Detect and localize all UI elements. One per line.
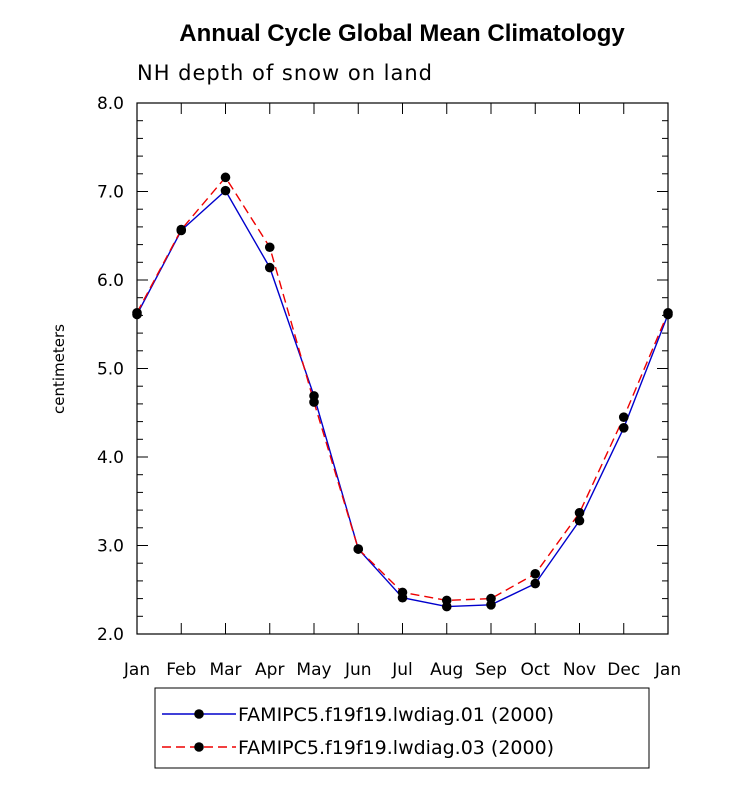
- legend-label-series-2: FAMIPC5.f19f19.lwdiag.03 (2000): [238, 737, 554, 759]
- x-tick-label: Jan: [654, 660, 681, 680]
- series-points: [132, 172, 673, 612]
- x-tick-label: May: [296, 660, 331, 680]
- axis-ticks: [136, 102, 669, 635]
- y-tick-label: 3.0: [97, 537, 124, 557]
- x-tick-label: Feb: [166, 660, 196, 680]
- legend: FAMIPC5.f19f19.lwdiag.01 (2000) FAMIPC5.…: [154, 687, 650, 769]
- series-line-1: [136, 189, 669, 608]
- x-tick-label: Apr: [255, 660, 284, 680]
- data-point-series-2: [574, 507, 585, 518]
- x-tick-label: Nov: [563, 660, 596, 680]
- legend-box: [154, 687, 650, 769]
- y-tick-labels: 2.0 3.0 4.0 5.0 6.0 7.0 8.0: [97, 94, 124, 645]
- data-point-series-2: [309, 397, 319, 407]
- series-lines: [136, 176, 669, 608]
- x-tick-label: Oct: [521, 660, 551, 680]
- y-tick-label: 8.0: [97, 94, 124, 114]
- data-point-series-1: [530, 578, 541, 589]
- data-point-series-2: [486, 593, 496, 604]
- x-tick-label: Sep: [475, 660, 507, 680]
- data-point-series-2: [441, 595, 452, 606]
- data-point-series-1: [618, 422, 629, 433]
- x-tick-label: Mar: [209, 660, 241, 680]
- data-point-series-2: [397, 587, 408, 598]
- plot-frame: [136, 102, 669, 635]
- data-point-series-2: [663, 307, 673, 318]
- data-point-series-2: [132, 307, 142, 318]
- data-point-series-2: [176, 224, 187, 235]
- data-point-series-2: [530, 569, 541, 579]
- y-tick-label: 5.0: [97, 360, 124, 380]
- data-point-series-2: [618, 412, 629, 422]
- legend-label-series-1: FAMIPC5.f19f19.lwdiag.01 (2000): [238, 704, 554, 726]
- data-point-series-2: [353, 544, 364, 554]
- y-tick-label: 7.0: [97, 183, 124, 203]
- series-line-2: [136, 176, 669, 602]
- legend-marker-series-2: [194, 742, 204, 752]
- x-tick-label: Jan: [123, 660, 150, 680]
- x-tick-label: Jun: [344, 660, 372, 680]
- legend-marker-series-1: [194, 709, 204, 719]
- x-tick-labels: Jan Feb Mar Apr May Jun Jul Aug Sep Oct Nov Dec Jan: [123, 660, 681, 680]
- y-tick-label: 2.0: [97, 625, 124, 645]
- y-tick-label: 4.0: [97, 448, 124, 468]
- x-tick-label: Dec: [607, 660, 640, 680]
- data-point-series-2: [220, 172, 231, 183]
- chart-subtitle: NH depth of snow on land: [137, 61, 433, 85]
- chart-title: Annual Cycle Global Mean Climatology: [179, 20, 625, 47]
- data-point-series-2: [264, 242, 275, 253]
- data-point-series-1: [264, 262, 275, 273]
- y-tick-label: 6.0: [97, 271, 124, 291]
- x-tick-label: Aug: [430, 660, 463, 680]
- x-tick-label: Jul: [391, 660, 413, 680]
- y-axis-label: centimeters: [50, 324, 68, 414]
- data-point-series-1: [574, 515, 585, 526]
- data-point-series-1: [220, 185, 231, 196]
